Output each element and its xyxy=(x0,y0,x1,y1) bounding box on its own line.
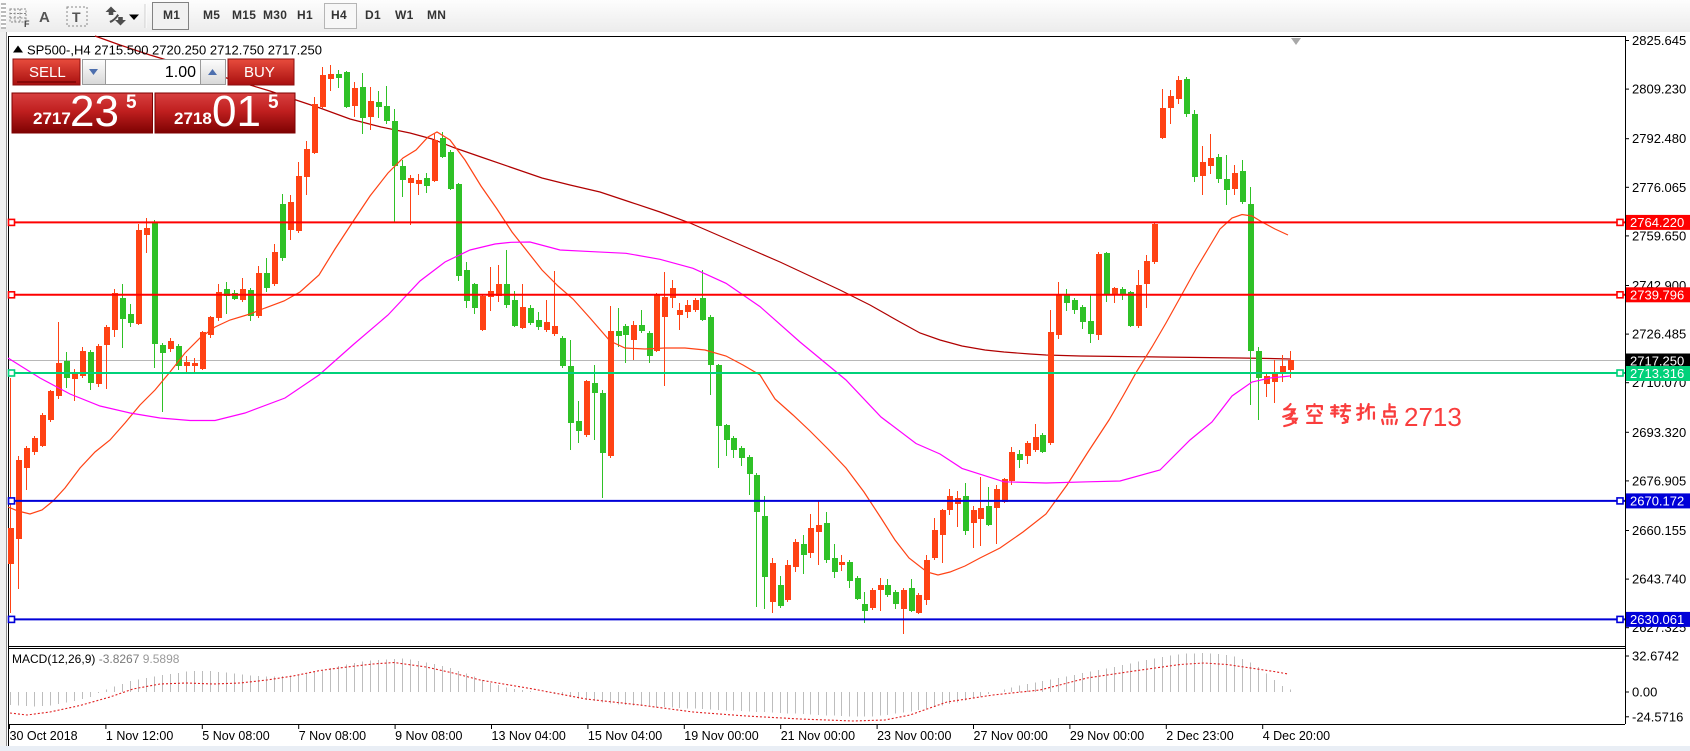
svg-text:30 Oct 2018: 30 Oct 2018 xyxy=(10,729,78,743)
svg-text:2717: 2717 xyxy=(33,109,71,128)
svg-text:-24.5716: -24.5716 xyxy=(1632,709,1683,724)
svg-text:1 Nov 12:00: 1 Nov 12:00 xyxy=(106,729,173,743)
svg-text:5: 5 xyxy=(126,92,137,113)
svg-text:SP500-,H4 2715.500 2720.250 2: SP500-,H4 2715.500 2720.250 2712.750 271… xyxy=(27,43,322,58)
svg-text:2630.061: 2630.061 xyxy=(1630,612,1684,627)
svg-text:2713: 2713 xyxy=(1404,402,1462,432)
svg-text:2759.650: 2759.650 xyxy=(1632,228,1686,243)
svg-text:32.6742: 32.6742 xyxy=(1632,649,1679,664)
svg-text:27 Nov 00:00: 27 Nov 00:00 xyxy=(974,729,1048,743)
svg-text:F: F xyxy=(24,19,30,29)
svg-text:2825.645: 2825.645 xyxy=(1632,33,1686,48)
svg-text:5 Nov 08:00: 5 Nov 08:00 xyxy=(202,729,269,743)
svg-text:0.00: 0.00 xyxy=(1632,685,1657,700)
svg-text:01: 01 xyxy=(212,87,261,136)
svg-text:2809.230: 2809.230 xyxy=(1632,82,1686,97)
svg-text:21 Nov 00:00: 21 Nov 00:00 xyxy=(781,729,855,743)
svg-text:2713.316: 2713.316 xyxy=(1630,366,1684,381)
svg-text:29 Nov 00:00: 29 Nov 00:00 xyxy=(1070,729,1144,743)
svg-text:15 Nov 04:00: 15 Nov 04:00 xyxy=(588,729,662,743)
svg-text:2776.065: 2776.065 xyxy=(1632,180,1686,195)
svg-text:13 Nov 04:00: 13 Nov 04:00 xyxy=(492,729,566,743)
svg-text:2792.480: 2792.480 xyxy=(1632,131,1686,146)
svg-text:2764.220: 2764.220 xyxy=(1630,215,1684,230)
svg-text:2726.485: 2726.485 xyxy=(1632,327,1686,342)
svg-text:2717.250: 2717.250 xyxy=(1630,354,1684,369)
svg-text:2739.796: 2739.796 xyxy=(1630,287,1684,302)
svg-text:9 Nov 08:00: 9 Nov 08:00 xyxy=(395,729,462,743)
svg-text:2 Dec 23:00: 2 Dec 23:00 xyxy=(1166,729,1233,743)
svg-text:MACD(12,26,9) -3.8267 9.5898: MACD(12,26,9) -3.8267 9.5898 xyxy=(12,652,180,666)
svg-text:T: T xyxy=(72,9,81,25)
svg-text:4 Dec 20:00: 4 Dec 20:00 xyxy=(1263,729,1330,743)
svg-text:2693.320: 2693.320 xyxy=(1632,425,1686,440)
svg-text:2670.172: 2670.172 xyxy=(1630,493,1684,508)
svg-text:7 Nov 08:00: 7 Nov 08:00 xyxy=(299,729,366,743)
svg-text:SELL: SELL xyxy=(29,64,66,81)
svg-text:2660.155: 2660.155 xyxy=(1632,523,1686,538)
svg-text:BUY: BUY xyxy=(244,64,275,81)
svg-text:23 Nov 00:00: 23 Nov 00:00 xyxy=(877,729,951,743)
svg-text:2643.740: 2643.740 xyxy=(1632,572,1686,587)
svg-text:2718: 2718 xyxy=(174,109,212,128)
svg-text:1.00: 1.00 xyxy=(165,64,196,81)
svg-text:A: A xyxy=(39,9,50,26)
svg-text:2676.905: 2676.905 xyxy=(1632,473,1686,488)
svg-text:19 Nov 00:00: 19 Nov 00:00 xyxy=(684,729,758,743)
svg-text:23: 23 xyxy=(70,87,119,136)
svg-text:5: 5 xyxy=(268,92,279,113)
